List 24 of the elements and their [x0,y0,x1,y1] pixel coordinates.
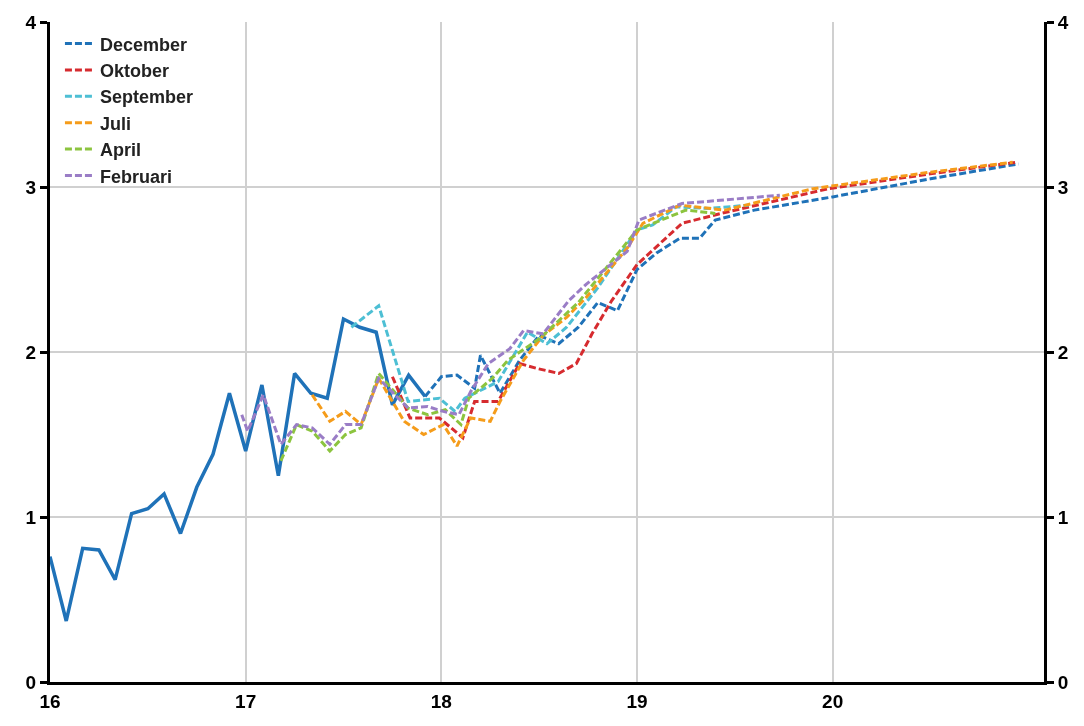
y2-tick-label: 2 [1057,341,1069,363]
legend-label: Juli [99,113,131,134]
legend-label: Februari [99,166,172,187]
line-series [279,208,717,463]
legend-label: Oktober [99,60,169,81]
x-tick-label: 16 [39,690,61,712]
legend-label: April [99,140,141,161]
legend-label: September [99,87,193,108]
y2-tick-label: 3 [1057,176,1069,198]
x-tick-label: 20 [822,690,844,712]
x-tick-label: 18 [430,690,452,712]
y-tick-label: 3 [25,176,37,198]
y-tick-label: 1 [25,506,37,528]
y-tick-label: 4 [25,11,37,33]
x-tick-label: 17 [235,690,257,712]
y2-tick-label: 1 [1057,506,1069,528]
y2-tick-label: 4 [1057,11,1069,33]
x-tick-label: 19 [626,690,648,712]
y2-tick-label: 0 [1057,671,1069,693]
line-series [349,203,751,413]
line-series [240,193,782,446]
y-tick-label: 0 [25,671,37,693]
legend-label: December [99,34,187,55]
y-tick-label: 2 [25,341,37,363]
